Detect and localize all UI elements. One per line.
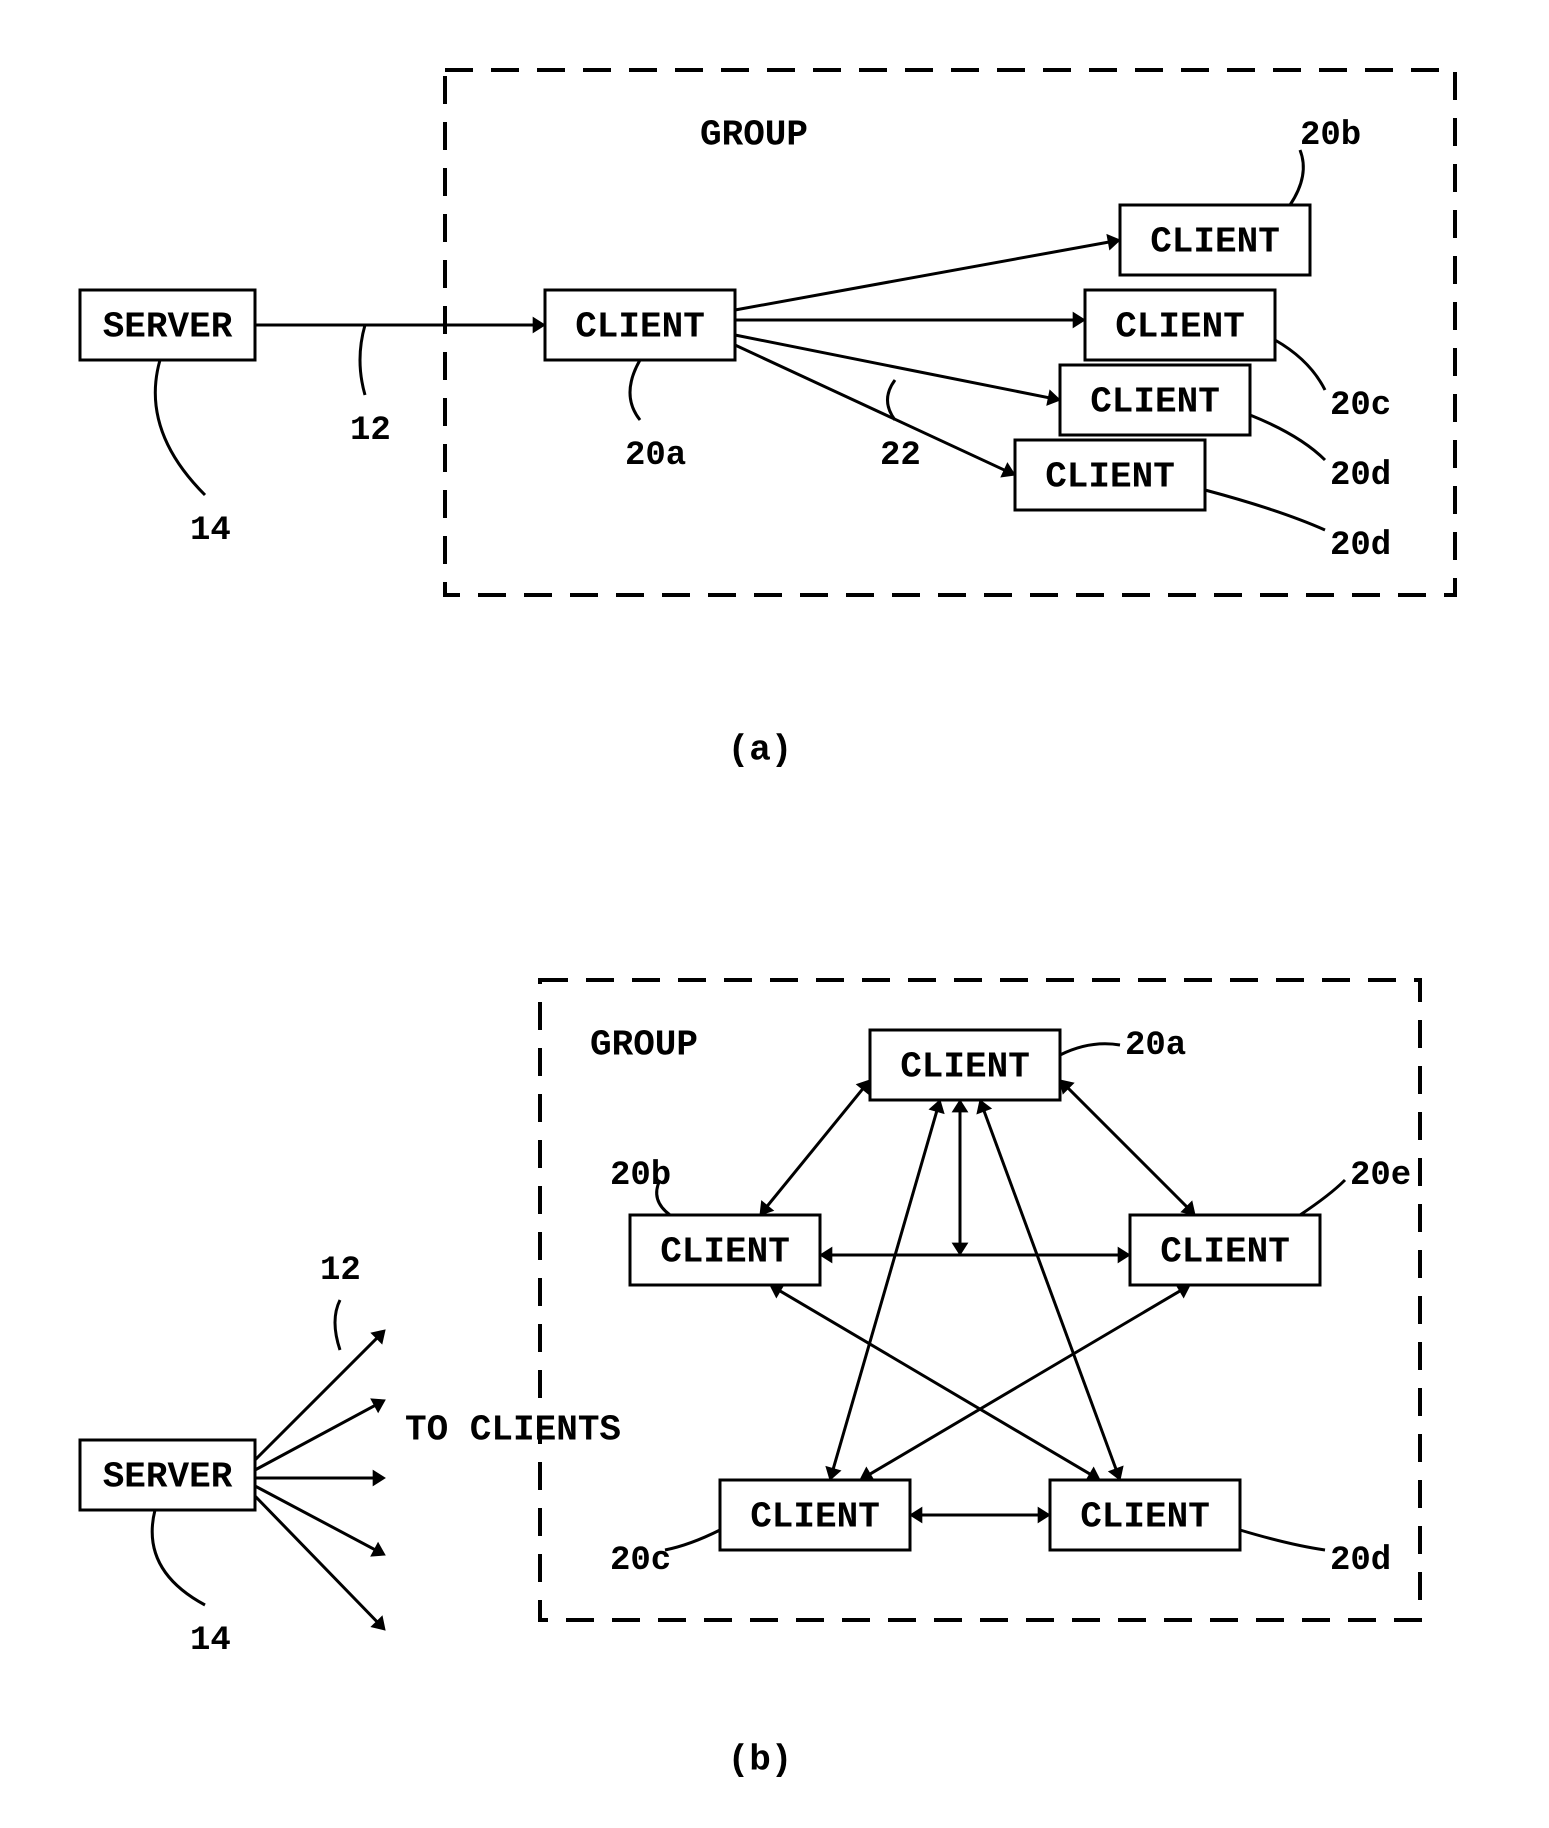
arrow-line [255,1496,382,1627]
reference-label-12: 12 [350,412,391,450]
reference-lead [335,1300,340,1350]
client-a-box-label: CLIENT [575,307,705,348]
group-label-b: GROUP [590,1025,698,1066]
reference-lead [1060,1044,1120,1055]
reference-label-20b: 20b [1300,117,1361,155]
arrowhead [826,1467,840,1480]
arrow-line [831,1104,939,1476]
reference-lead [1250,415,1325,460]
reference-lead [1275,340,1325,390]
arrowhead [533,317,545,332]
arrow-line [863,1287,1186,1478]
arrowhead [910,1507,922,1522]
reference-lead [155,360,205,495]
reference-label-14: 14 [190,1622,231,1660]
group-label-a: GROUP [700,115,808,156]
arrowhead [1107,235,1120,250]
server-box-b-label: SERVER [103,1457,233,1498]
arrowhead [1118,1247,1130,1262]
reference-label-12: 12 [320,1252,361,1290]
client-e-box-label: CLIENT [1045,457,1175,498]
reference-lead [360,325,365,395]
arrowhead [930,1100,944,1113]
client-a-box-b-label: CLIENT [900,1047,1030,1088]
to-clients-label: TO CLIENTS [405,1410,621,1451]
arrowhead [1073,312,1085,327]
arrowhead [952,1243,967,1255]
arrow-line [255,1402,381,1470]
reference-label-20e: 20e [1350,1157,1411,1195]
reference-lead [888,380,896,420]
arrow-line [773,1287,1096,1478]
reference-label-20b: 20b [610,1157,671,1195]
arrow-line [255,1333,382,1460]
client-c-box-b-label: CLIENT [750,1497,880,1538]
client-c-box-label: CLIENT [1115,307,1245,348]
client-d-box-label: CLIENT [1090,382,1220,423]
reference-label-20a: 20a [625,437,686,475]
server-box-a-label: SERVER [103,307,233,348]
reference-lead [1300,1180,1345,1215]
caption-b: (b) [728,1740,793,1781]
arrow-line [255,1486,381,1553]
caption-a: (a) [728,730,793,771]
arrowhead [1038,1507,1050,1522]
client-b-box-b-label: CLIENT [660,1232,790,1273]
network-diagram: GROUP SERVER CLIENT CLIENT CLIENT CLIENT CLIEN… [0,0,1549,1828]
reference-label-20d: 20d [1330,1542,1391,1580]
reference-lead [665,1530,720,1550]
reference-label-22: 22 [880,437,921,475]
reference-lead [630,360,640,420]
arrow-line [763,1083,868,1212]
arrowhead [952,1100,967,1112]
arrow-line [735,241,1116,310]
arrowhead [820,1247,832,1262]
client-d-box-b-label: CLIENT [1080,1497,1210,1538]
reference-label-14: 14 [190,512,231,550]
arrow-line [1063,1083,1192,1212]
arrow-line [735,345,1011,473]
reference-lead [1290,150,1303,205]
client-b-box-label: CLIENT [1150,222,1280,263]
reference-lead [152,1510,205,1605]
reference-label-20d: 20d [1330,527,1391,565]
reference-label-20d: 20d [1330,457,1391,495]
reference-lead [1205,490,1325,530]
reference-lead [1240,1530,1325,1550]
arrowhead [1047,390,1060,405]
reference-label-20c: 20c [1330,387,1391,425]
client-e-box-b-label: CLIENT [1160,1232,1290,1273]
reference-label-20c: 20c [610,1542,671,1580]
arrowhead [373,1470,385,1485]
reference-label-20a: 20a [1125,1027,1186,1065]
